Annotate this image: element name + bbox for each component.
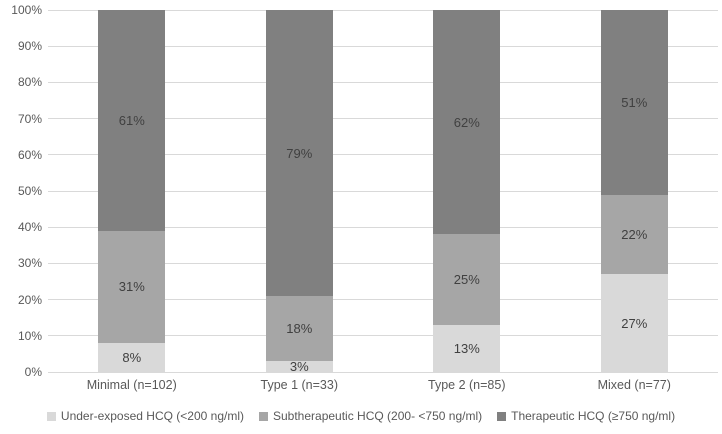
data-label: 8% xyxy=(122,350,142,366)
bar-segment: 27% xyxy=(600,274,668,372)
y-axis-tick-label: 100% xyxy=(11,3,42,17)
data-label: 13% xyxy=(453,340,480,356)
x-axis-category-label: Mixed (n=77) xyxy=(597,378,671,392)
legend-swatch-icon xyxy=(497,411,507,421)
stacked-bar: 13% 25% 62% xyxy=(433,10,501,372)
legend-label: Under-exposed HCQ (<200 ng/ml) xyxy=(60,409,244,423)
y-axis-tick-label: 20% xyxy=(17,292,42,307)
chart-legend: Under-exposed HCQ (<200 ng/ml) Subtherape… xyxy=(0,409,722,423)
legend-label: Subtherapeutic HCQ (200- <750 ng/ml) xyxy=(273,409,483,423)
gridline xyxy=(48,118,718,120)
gridline xyxy=(48,45,718,47)
data-label: 22% xyxy=(621,226,648,242)
data-label: 18% xyxy=(286,321,313,337)
bar-segment: 62% xyxy=(433,10,501,235)
data-label: 3% xyxy=(289,359,309,375)
bars-container: 8% 31% 61% 3% 18% 79% 13% 25% 62% 27% 22% 51% xyxy=(48,10,719,375)
data-label: 51% xyxy=(621,94,648,110)
legend-swatch-icon xyxy=(46,411,56,421)
x-axis-category-label: Type 1 (n=33) xyxy=(260,378,338,392)
x-axis-category-label: Type 2 (n=85) xyxy=(428,378,506,392)
gridline xyxy=(48,371,718,373)
data-label: 62% xyxy=(453,114,480,130)
stacked-bar: 3% 18% 79% xyxy=(265,10,333,375)
data-label: 61% xyxy=(118,112,145,128)
gridline xyxy=(48,335,718,337)
bar-segment: 25% xyxy=(433,234,501,325)
data-label: 25% xyxy=(453,272,480,288)
gridline xyxy=(48,81,718,83)
data-label: 79% xyxy=(286,145,313,161)
bar-segment: 22% xyxy=(600,194,668,275)
plot-area: 8% 31% 61% 3% 18% 79% 13% 25% 62% 27% 22% 51% xyxy=(48,9,719,375)
bar-segment: 61% xyxy=(98,10,166,231)
bar-segment: 3% xyxy=(265,359,333,375)
category-cell: 13% 25% 62% xyxy=(383,10,551,372)
bar-segment: 13% xyxy=(433,324,501,372)
gridline xyxy=(48,226,718,228)
category-cell: 3% 18% 79% xyxy=(216,10,384,375)
y-axis-tick-label: 80% xyxy=(17,75,42,90)
data-label: 27% xyxy=(621,315,648,331)
y-axis-tick-label: 10% xyxy=(17,328,42,343)
category-cell: 8% 31% 61% xyxy=(48,10,216,372)
gridline xyxy=(48,9,718,11)
gridline xyxy=(48,154,718,156)
legend-item: Under-exposed HCQ (<200 ng/ml) xyxy=(46,409,244,423)
category-cell: 27% 22% 51% xyxy=(551,10,719,372)
x-axis-category-label: Minimal (n=102) xyxy=(86,378,177,392)
bar-segment: 31% xyxy=(98,230,166,344)
legend-swatch-icon xyxy=(259,411,268,421)
y-axis-tick-label: 70% xyxy=(17,111,42,126)
gridline xyxy=(48,190,718,192)
data-label: 31% xyxy=(118,279,145,295)
y-axis-tick-label: 60% xyxy=(17,147,42,162)
y-axis-tick-label: 50% xyxy=(17,184,42,198)
y-axis-tick-label: 90% xyxy=(17,39,42,54)
gridline xyxy=(48,299,718,301)
x-axis-labels: Minimal (n=102) Type 1 (n=33) Type 2 (n=85… xyxy=(48,378,718,392)
bar-segment: 79% xyxy=(265,10,333,296)
legend-item: Therapeutic HCQ (≥750 ng/ml) xyxy=(497,409,675,423)
bar-segment: 8% xyxy=(98,343,166,372)
legend-item: Subtherapeutic HCQ (200- <750 ng/ml) xyxy=(259,409,482,423)
gridline xyxy=(48,262,718,264)
y-axis-tick-label: 40% xyxy=(17,220,42,235)
stacked-bar: 27% 22% 51% xyxy=(600,10,668,372)
y-axis-tick-label: 30% xyxy=(17,256,42,271)
legend-label: Therapeutic HCQ (≥750 ng/ml) xyxy=(511,409,676,423)
y-axis-tick-label: 0% xyxy=(24,365,42,379)
bar-segment: 18% xyxy=(265,295,333,362)
stacked-bar: 8% 31% 61% xyxy=(98,10,166,372)
bar-segment: 51% xyxy=(600,10,668,195)
